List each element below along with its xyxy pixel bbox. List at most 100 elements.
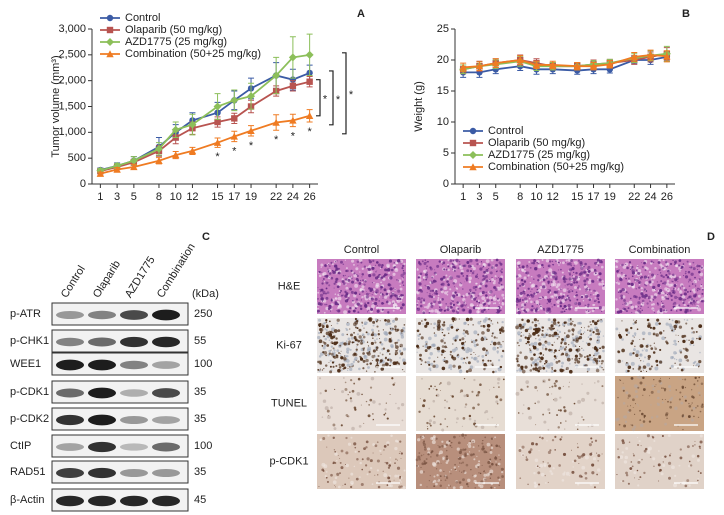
cell [650, 295, 654, 299]
legend-marker [469, 127, 477, 135]
nucleus [637, 386, 640, 389]
cell [346, 359, 350, 363]
micrograph [615, 434, 704, 489]
cell [683, 319, 686, 321]
cell [334, 293, 337, 295]
nucleus [572, 331, 575, 333]
cell [549, 275, 553, 279]
nucleus [637, 280, 640, 282]
nucleus [583, 265, 585, 268]
nucleus [568, 381, 570, 383]
cell [621, 451, 624, 454]
nucleus [536, 303, 539, 306]
nucleus [553, 382, 556, 385]
nucleus [494, 456, 498, 460]
nucleus [336, 472, 340, 476]
nucleus [526, 264, 528, 267]
cell [347, 442, 352, 446]
cell [692, 406, 696, 410]
nucleus [481, 442, 484, 445]
nucleus [325, 354, 327, 357]
nucleus [699, 447, 701, 450]
nucleus [559, 368, 563, 372]
nucleus [586, 287, 588, 289]
nucleus [558, 386, 562, 390]
band [120, 336, 148, 348]
cell [422, 323, 424, 325]
nucleus [442, 323, 446, 327]
nucleus [456, 301, 459, 304]
nucleus [634, 345, 636, 348]
panel-label: A [357, 8, 365, 20]
band [88, 495, 116, 507]
nucleus [691, 283, 694, 285]
nucleus [638, 366, 642, 369]
nucleus [470, 468, 472, 471]
nucleus [328, 264, 330, 266]
nucleus [536, 291, 538, 294]
nucleus [518, 449, 522, 452]
nucleus [347, 394, 349, 396]
nucleus [499, 269, 502, 272]
cell [628, 300, 633, 305]
nucleus [565, 334, 570, 339]
nucleus [400, 273, 404, 278]
nucleus [462, 469, 466, 473]
nucleus [443, 471, 445, 473]
cell [598, 282, 602, 286]
y-tick-label: 10 [437, 116, 449, 128]
nucleus [643, 261, 646, 265]
nucleus [688, 460, 691, 463]
cell [563, 293, 566, 296]
nucleus [551, 260, 554, 263]
cell [593, 398, 597, 402]
nucleus [553, 303, 556, 307]
cell [430, 309, 434, 313]
cell [379, 449, 382, 453]
nucleus [359, 307, 363, 311]
cell [428, 419, 432, 423]
nucleus [434, 348, 436, 350]
nucleus [533, 259, 537, 263]
cell [470, 339, 473, 341]
cell [558, 330, 562, 334]
nucleus [562, 307, 564, 310]
nucleus [375, 270, 377, 273]
cell [625, 362, 630, 367]
nucleus [467, 324, 469, 326]
nucleus [372, 259, 375, 263]
cell [493, 279, 496, 283]
nucleus [591, 279, 595, 283]
cell [460, 369, 462, 372]
nucleus [563, 310, 566, 313]
nucleus [533, 292, 536, 295]
cell [652, 387, 655, 391]
nucleus [397, 289, 401, 293]
nucleus [635, 288, 637, 290]
cell [630, 305, 635, 310]
nucleus [374, 341, 377, 344]
nucleus [698, 324, 703, 329]
nucleus [560, 422, 562, 424]
nucleus [340, 466, 344, 470]
nucleus [598, 259, 603, 264]
nucleus [495, 263, 498, 267]
nucleus [329, 365, 332, 368]
nucleus [449, 444, 452, 447]
nucleus [351, 341, 354, 344]
nucleus [433, 485, 436, 488]
nucleus [642, 420, 646, 423]
cell [587, 336, 590, 339]
nucleus [669, 262, 673, 266]
cell [656, 396, 660, 400]
cell [403, 469, 406, 472]
nucleus [595, 362, 599, 365]
nucleus [334, 461, 337, 464]
cell [555, 324, 557, 327]
nucleus [657, 463, 661, 467]
nucleus [563, 325, 565, 327]
nucleus [345, 269, 348, 273]
nucleus [351, 366, 353, 368]
nucleus [326, 446, 328, 448]
cell [327, 434, 330, 437]
